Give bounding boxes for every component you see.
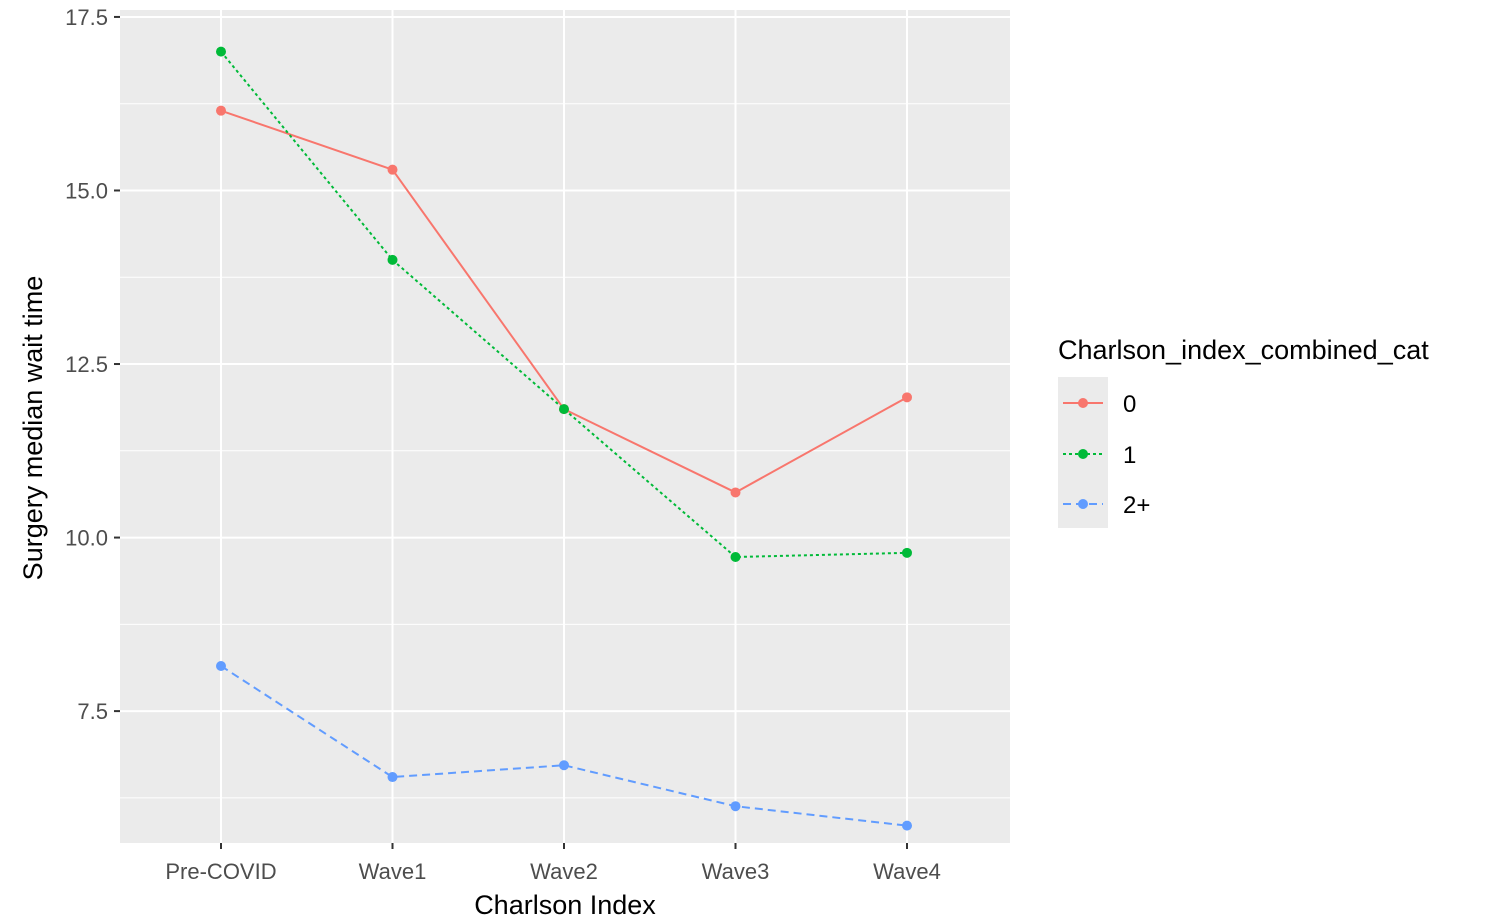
data-point <box>387 164 398 175</box>
y-tick-label: 7.5 <box>77 699 108 724</box>
legend-title: Charlson_index_combined_cat <box>1058 335 1429 365</box>
data-point <box>216 46 226 57</box>
legend-label: 0 <box>1123 391 1136 418</box>
data-point <box>902 392 912 403</box>
data-point <box>559 760 569 771</box>
data-point <box>216 105 226 116</box>
data-point <box>730 487 741 498</box>
major-gridlines <box>120 10 1010 843</box>
data-point <box>216 660 226 671</box>
y-tick-label: 12.5 <box>65 352 108 377</box>
y-axis-title: Surgery median wait time <box>18 276 48 581</box>
data-point <box>902 547 912 558</box>
y-tick-label: 10.0 <box>65 526 108 551</box>
legend-key-point <box>1078 398 1088 408</box>
x-axis-title: Charlson Index <box>474 890 656 920</box>
x-tick-label: Wave1 <box>359 859 427 884</box>
y-tick-label: 15.0 <box>65 178 108 203</box>
legend-label: 1 <box>1123 442 1136 469</box>
series-line-1 <box>220 51 908 559</box>
x-tick-label: Wave2 <box>530 859 598 884</box>
series-line-2 <box>220 665 908 827</box>
legend: Charlson_index_combined_cat 0 1 2+ <box>1058 335 1429 528</box>
data-point <box>387 772 398 783</box>
data-point <box>730 801 741 812</box>
data-point <box>559 404 569 415</box>
data-point <box>730 552 741 563</box>
x-axis: Pre-COVID Wave1 Wave2 Wave3 Wave4 <box>165 843 941 884</box>
x-tick-label: Wave4 <box>873 859 941 884</box>
legend-key-point <box>1078 449 1088 459</box>
y-tick-label: 17.5 <box>65 5 108 30</box>
y-axis: 7.5 10.0 12.5 15.0 17.5 <box>65 5 120 724</box>
legend-label: 2+ <box>1123 492 1150 519</box>
data-point <box>387 254 398 265</box>
x-tick-label: Pre-COVID <box>165 859 276 884</box>
x-tick-label: Wave3 <box>702 859 770 884</box>
data-point <box>902 820 912 831</box>
legend-key-point <box>1078 499 1088 509</box>
series-layer <box>216 46 912 831</box>
